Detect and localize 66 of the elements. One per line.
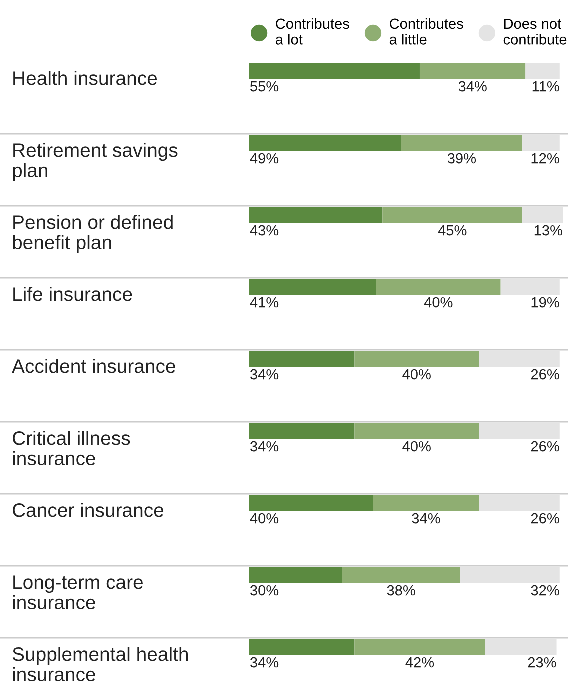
data-label: 41% — [250, 297, 279, 308]
bar — [460, 567, 560, 583]
y-tick-label: Supplemental health insurance — [12, 647, 188, 682]
data-label: 26% — [531, 513, 560, 524]
data-label: 40% — [402, 441, 431, 452]
bar — [249, 639, 355, 655]
bar — [249, 135, 402, 151]
data-label: 55% — [250, 81, 279, 92]
data-label: 49% — [250, 153, 279, 164]
data-label: 32% — [531, 585, 560, 596]
data-label: 34% — [412, 513, 440, 524]
data-label: 45% — [438, 225, 467, 236]
bar — [522, 207, 563, 223]
bar — [249, 495, 374, 511]
bar — [485, 639, 557, 655]
bar — [479, 351, 560, 367]
legend-label: Contributes a little — [390, 18, 464, 45]
y-tick-label: Pension or defined benefit plan — [13, 215, 173, 254]
data-label: 26% — [531, 369, 560, 380]
data-label: 38% — [387, 585, 416, 596]
data-label: 40% — [402, 369, 431, 380]
bar — [249, 351, 355, 367]
data-label: 34% — [458, 81, 487, 92]
bar — [354, 423, 480, 439]
y-tick-label: Long-term care insurance — [13, 576, 143, 610]
bar — [249, 207, 383, 223]
data-label: 13% — [534, 225, 562, 236]
y-tick-label: Life insurance — [14, 287, 132, 302]
bar — [249, 63, 420, 79]
bar — [382, 207, 523, 223]
bar — [420, 63, 526, 79]
data-label: 42% — [406, 657, 434, 668]
data-label: 23% — [528, 657, 556, 668]
bar — [522, 135, 560, 151]
legend-label: Does not contribute — [504, 18, 567, 45]
bar — [249, 567, 342, 583]
y-tick-label: Accident insurance — [12, 359, 176, 374]
bar — [342, 567, 460, 583]
data-label: 30% — [250, 585, 279, 596]
bar — [500, 279, 560, 295]
y-tick-label: Cancer insurance — [12, 503, 164, 518]
bar — [479, 423, 560, 439]
bar — [373, 495, 480, 511]
bar — [249, 279, 376, 295]
data-label: 19% — [532, 297, 560, 308]
bar — [354, 639, 486, 655]
data-label: 34% — [250, 441, 279, 452]
y-tick-label: Critical illness insurance — [12, 431, 130, 466]
data-label: 40% — [250, 513, 279, 524]
data-label: 43% — [250, 225, 279, 236]
data-label: 34% — [250, 369, 279, 380]
data-label: 40% — [424, 297, 453, 308]
bar — [249, 423, 355, 439]
data-label: 12% — [532, 153, 560, 164]
data-label: 34% — [250, 657, 279, 668]
bar — [401, 135, 523, 151]
data-label: 26% — [531, 441, 560, 452]
y-tick-label: Health insurance — [14, 71, 158, 86]
bar — [354, 351, 480, 367]
y-tick-label: Retirement savings plan — [13, 143, 178, 182]
bar — [479, 495, 560, 511]
data-label: 11% — [532, 81, 560, 92]
bar — [526, 63, 560, 79]
bar — [376, 279, 501, 295]
legend-label: Contributes a lot — [276, 18, 350, 45]
data-label: 39% — [448, 153, 476, 164]
